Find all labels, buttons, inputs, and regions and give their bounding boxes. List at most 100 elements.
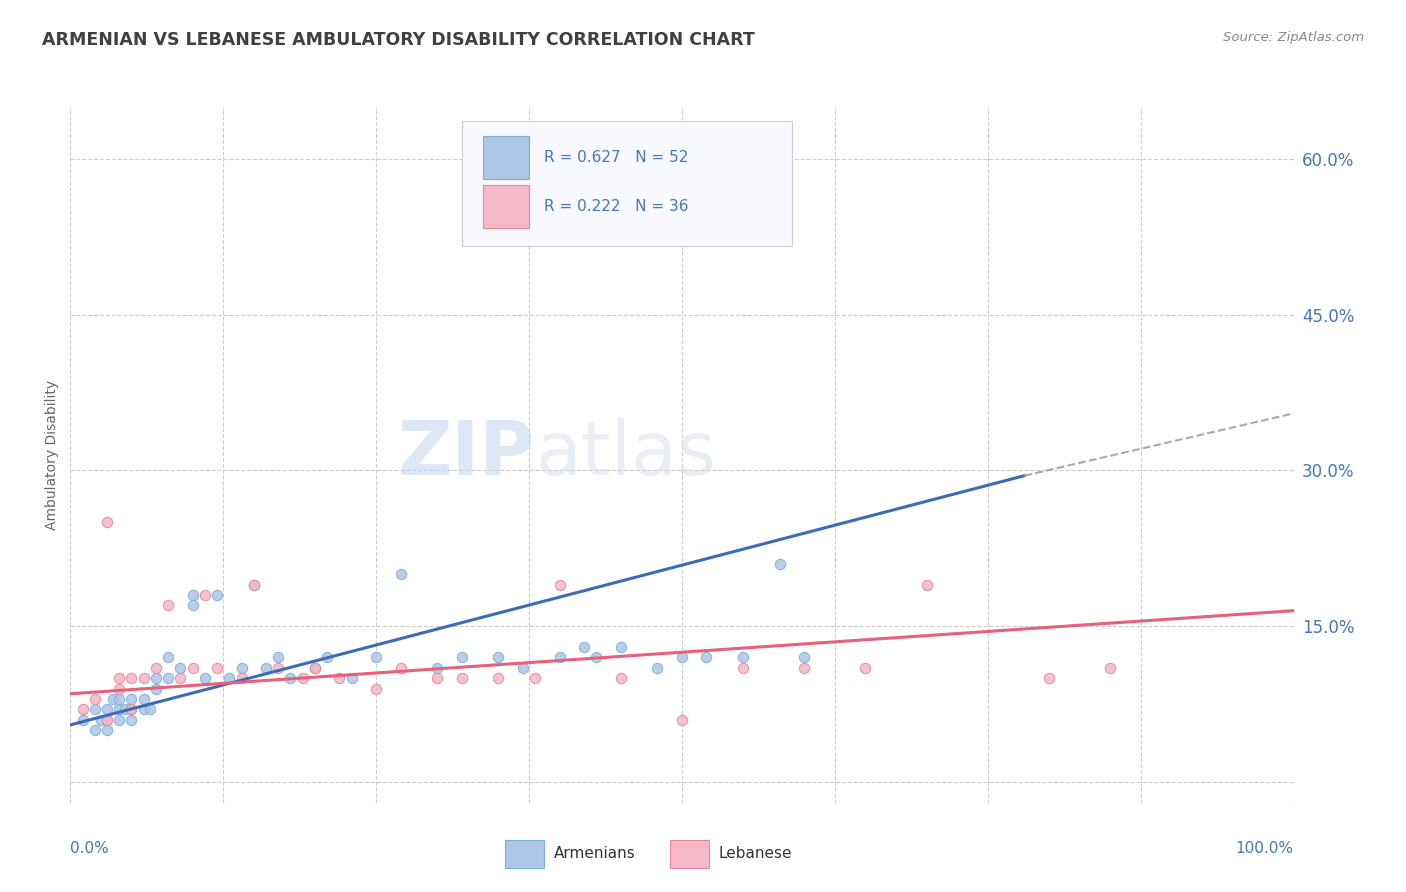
Point	[915, 578, 938, 592]
Point	[181, 661, 204, 675]
Point	[194, 671, 217, 685]
Point	[169, 661, 191, 675]
Point	[733, 661, 755, 675]
Text: Source: ZipAtlas.com: Source: ZipAtlas.com	[1223, 31, 1364, 45]
Point	[145, 661, 167, 675]
Point	[90, 713, 112, 727]
FancyBboxPatch shape	[482, 136, 529, 179]
Point	[366, 650, 388, 665]
Point	[585, 650, 607, 665]
Point	[280, 671, 302, 685]
Point	[132, 702, 155, 716]
Point	[72, 713, 94, 727]
Point	[389, 661, 412, 675]
Point	[328, 671, 350, 685]
Text: Lebanese: Lebanese	[718, 847, 792, 861]
Point	[793, 650, 815, 665]
Point	[121, 713, 143, 727]
Point	[145, 671, 167, 685]
Point	[389, 567, 412, 582]
Y-axis label: Ambulatory Disability: Ambulatory Disability	[45, 380, 59, 530]
Point	[181, 599, 204, 613]
Point	[291, 671, 314, 685]
Point	[426, 671, 449, 685]
Point	[304, 661, 326, 675]
Point	[769, 557, 792, 571]
Text: ARMENIAN VS LEBANESE AMBULATORY DISABILITY CORRELATION CHART: ARMENIAN VS LEBANESE AMBULATORY DISABILI…	[42, 31, 755, 49]
Text: ZIP: ZIP	[398, 418, 536, 491]
Point	[610, 640, 633, 654]
Point	[96, 713, 118, 727]
Point	[426, 661, 449, 675]
Point	[83, 702, 105, 716]
Point	[108, 692, 131, 706]
Point	[524, 671, 547, 685]
Point	[366, 681, 388, 696]
Point	[132, 671, 155, 685]
Point	[108, 681, 131, 696]
Point	[254, 661, 277, 675]
Point	[450, 650, 472, 665]
Point	[1099, 661, 1122, 675]
FancyBboxPatch shape	[461, 121, 792, 246]
Point	[205, 661, 228, 675]
Point	[121, 671, 143, 685]
FancyBboxPatch shape	[505, 839, 544, 868]
Point	[231, 671, 253, 685]
Point	[108, 713, 131, 727]
Point	[231, 661, 253, 675]
Point	[194, 588, 217, 602]
Point	[218, 671, 240, 685]
Point	[450, 671, 472, 685]
Point	[145, 681, 167, 696]
Point	[83, 723, 105, 738]
Point	[671, 650, 693, 665]
Point	[304, 661, 326, 675]
Point	[181, 588, 204, 602]
Point	[695, 650, 717, 665]
Point	[793, 661, 815, 675]
Point	[96, 516, 118, 530]
Point	[488, 671, 510, 685]
Point	[96, 702, 118, 716]
Point	[157, 650, 180, 665]
Point	[671, 713, 693, 727]
Point	[132, 692, 155, 706]
Point	[121, 702, 143, 716]
Text: Armenians: Armenians	[554, 847, 636, 861]
Point	[205, 588, 228, 602]
Point	[243, 578, 266, 592]
Point	[72, 702, 94, 716]
Point	[169, 671, 191, 685]
Text: 0.0%: 0.0%	[70, 841, 110, 856]
Point	[243, 578, 266, 592]
Point	[316, 650, 339, 665]
Point	[647, 661, 669, 675]
Point	[108, 702, 131, 716]
Point	[114, 702, 136, 716]
Point	[610, 671, 633, 685]
Point	[855, 661, 877, 675]
Text: atlas: atlas	[536, 418, 716, 491]
Point	[139, 702, 162, 716]
Text: R = 0.222   N = 36: R = 0.222 N = 36	[544, 199, 688, 214]
Point	[157, 599, 180, 613]
Point	[488, 650, 510, 665]
Point	[267, 661, 290, 675]
Point	[572, 640, 595, 654]
Point	[1038, 671, 1060, 685]
Point	[157, 671, 180, 685]
Point	[548, 578, 571, 592]
FancyBboxPatch shape	[482, 185, 529, 228]
Text: R = 0.627   N = 52: R = 0.627 N = 52	[544, 151, 688, 165]
Point	[108, 671, 131, 685]
Point	[121, 692, 143, 706]
Point	[83, 692, 105, 706]
Point	[96, 723, 118, 738]
Point	[340, 671, 363, 685]
Point	[733, 650, 755, 665]
Text: 100.0%: 100.0%	[1236, 841, 1294, 856]
Point	[121, 702, 143, 716]
Point	[548, 650, 571, 665]
Point	[96, 713, 118, 727]
